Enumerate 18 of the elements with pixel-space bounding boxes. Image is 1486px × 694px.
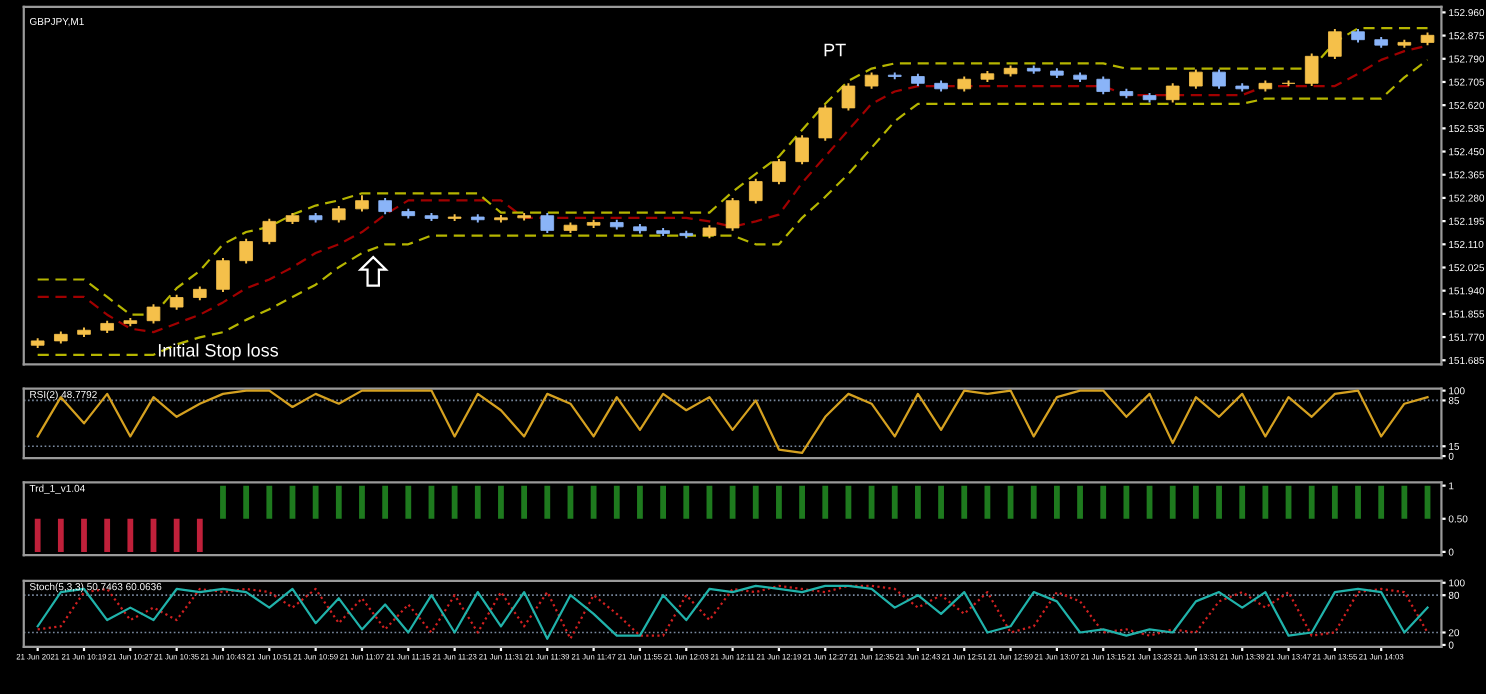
candlestick: [1212, 68, 1226, 90]
candlestick: [1165, 82, 1180, 104]
candlestick: [1328, 28, 1342, 61]
candlestick: [540, 211, 555, 235]
candlestick: [841, 82, 856, 112]
candlestick: [772, 157, 786, 186]
candlestick: [1304, 52, 1319, 88]
candlestick: [146, 303, 161, 325]
candlestick: [239, 237, 253, 265]
annotation: PT: [824, 43, 846, 57]
candlestick: [1189, 68, 1203, 90]
candlestick: [262, 217, 277, 246]
candlestick: [795, 134, 809, 166]
candlestick: [725, 196, 740, 232]
candlestick: [748, 177, 763, 205]
annotation: Initial Stop loss: [158, 343, 279, 361]
candlestick: [216, 256, 230, 294]
candlestick: [818, 104, 833, 142]
